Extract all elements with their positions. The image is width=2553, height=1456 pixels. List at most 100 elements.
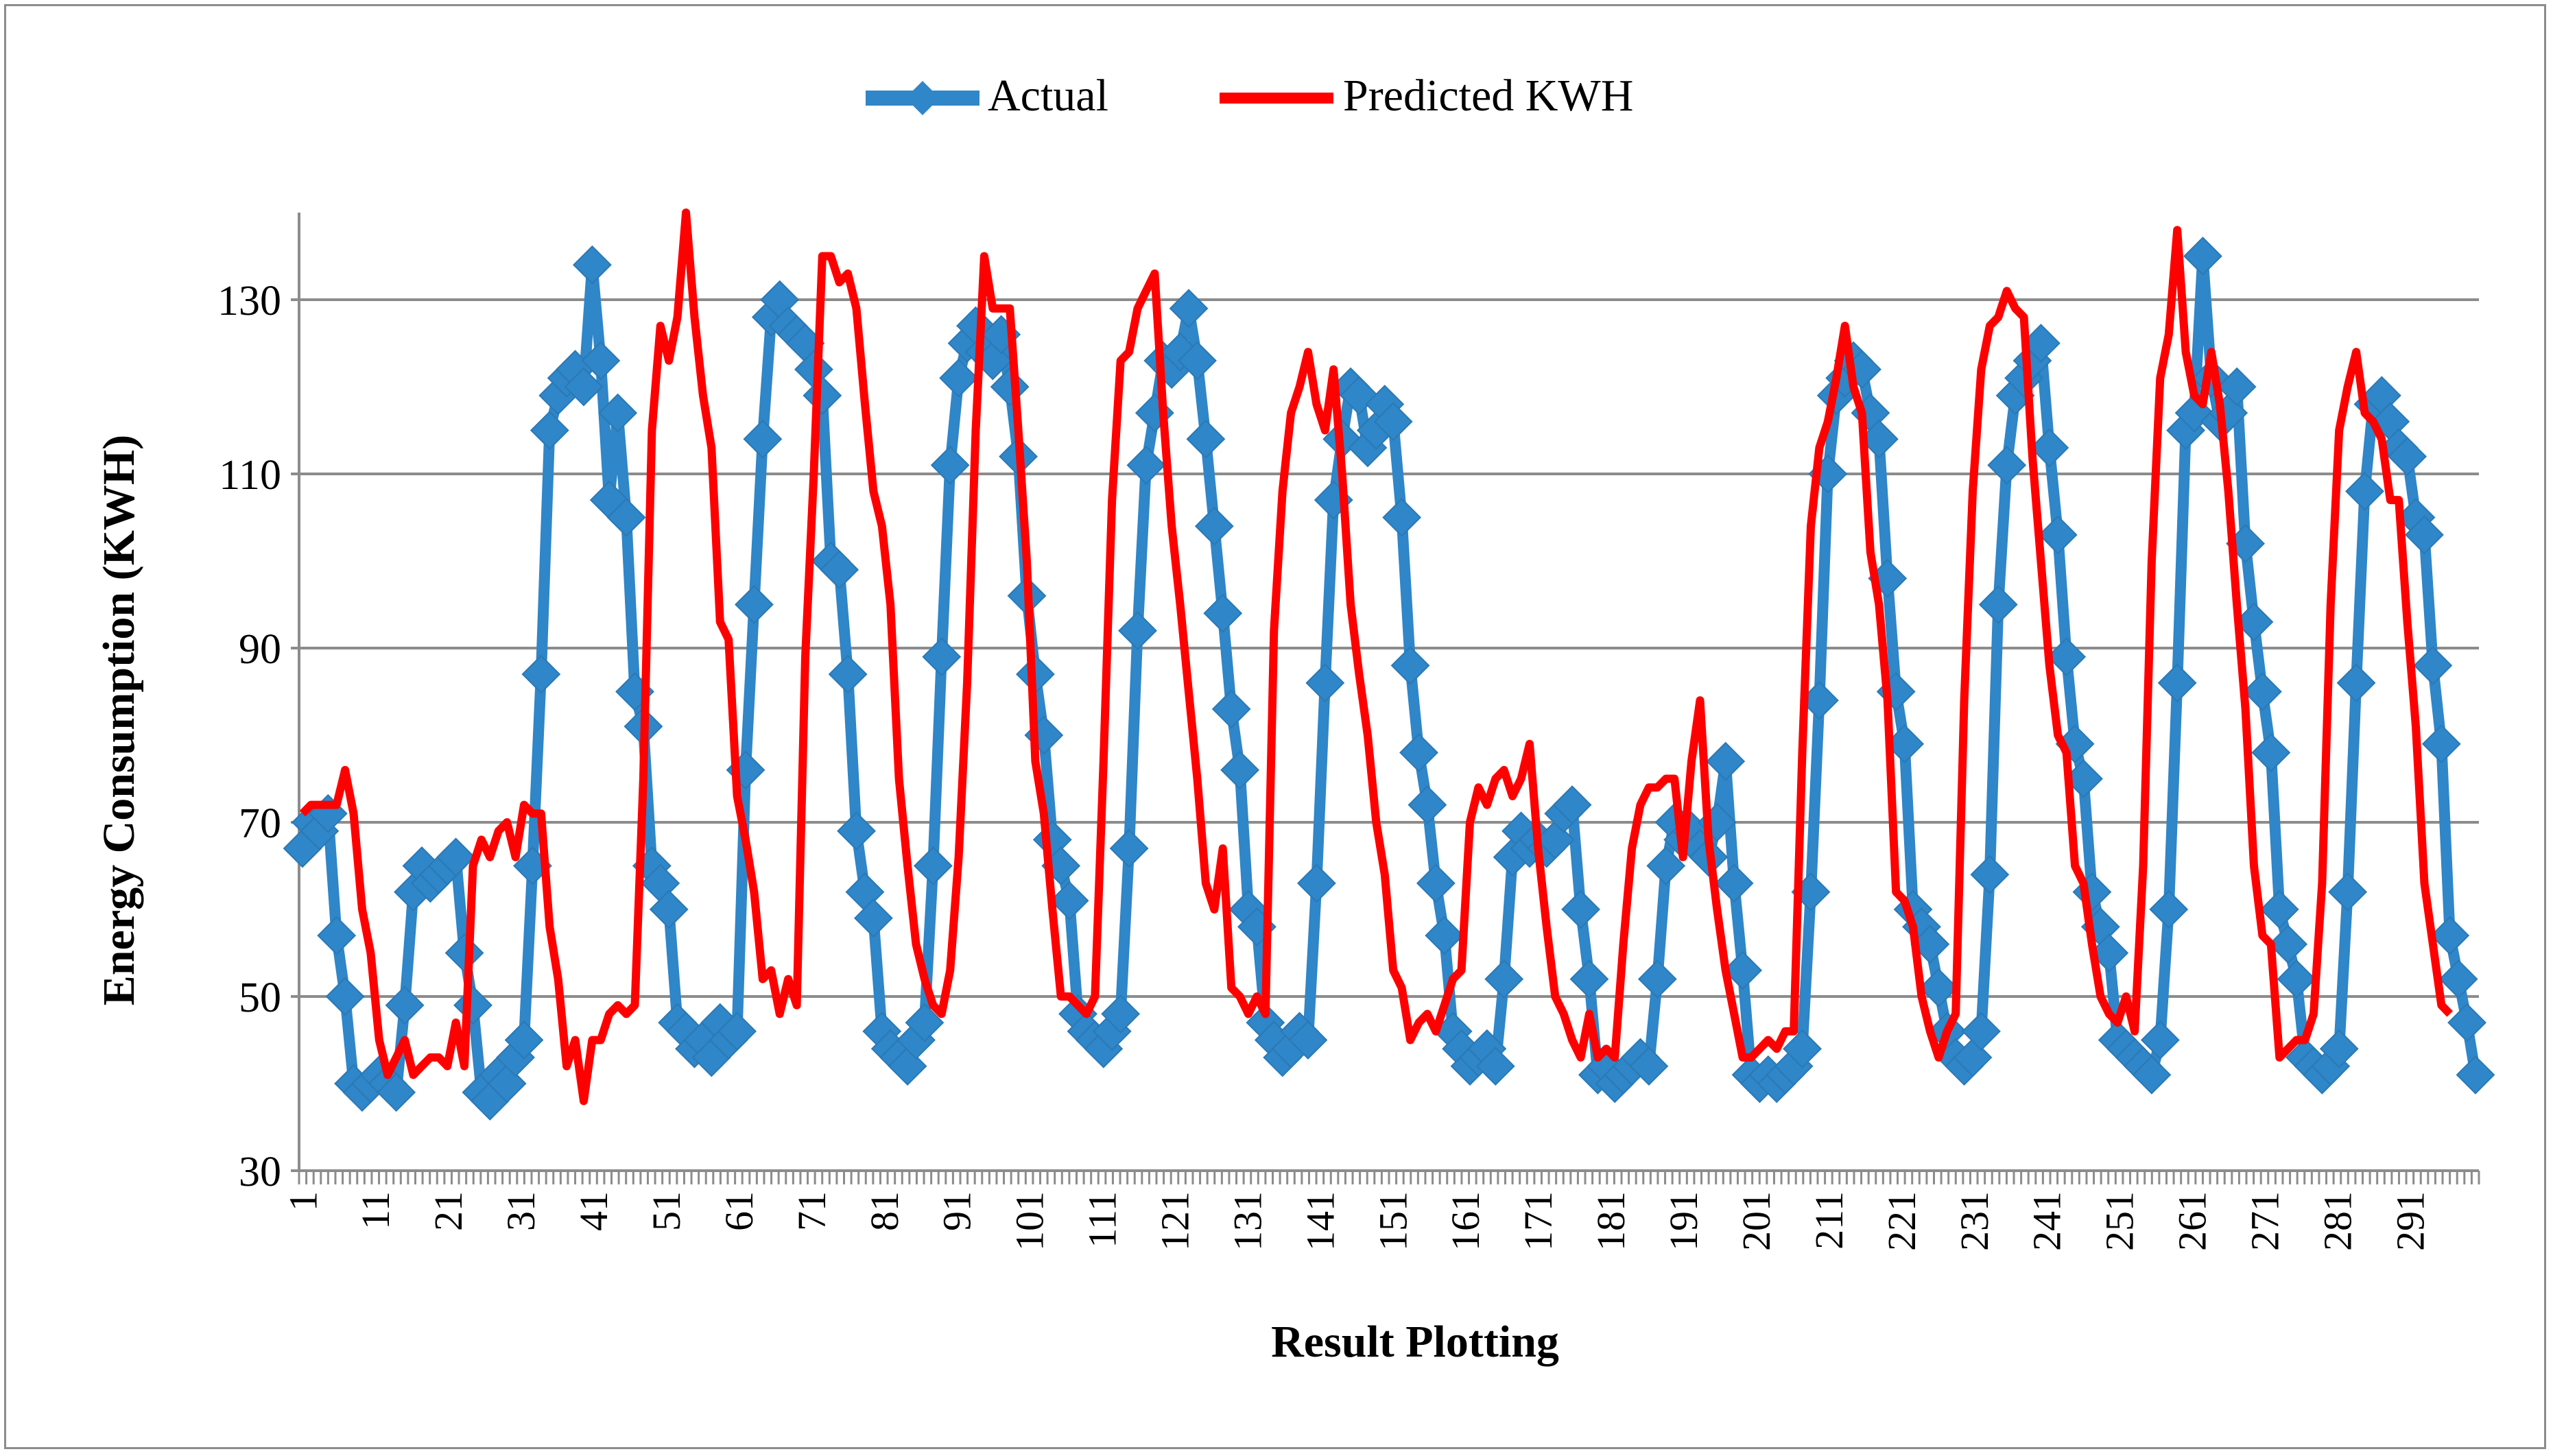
data-point-actual (1629, 1047, 1669, 1086)
data-point-actual (2405, 515, 2444, 555)
data-point-actual (1178, 341, 1217, 381)
x-tick-label: 281 (2315, 1191, 2360, 1251)
data-point-actual (1305, 663, 1345, 703)
data-point-actual (820, 550, 859, 590)
x-tick-label: 31 (499, 1191, 543, 1231)
x-tick-label: 191 (1661, 1191, 1706, 1251)
data-point-actual (2438, 959, 2478, 999)
x-tick-label: 21 (426, 1191, 471, 1231)
data-point-actual (1211, 689, 1251, 729)
y-tick-label: 70 (239, 800, 281, 847)
data-point-actual (2251, 732, 2291, 772)
y-tick-label: 110 (219, 452, 281, 499)
data-point-actual (2217, 367, 2257, 407)
x-tick-label: 121 (1152, 1191, 1197, 1251)
data-point-actual (2259, 890, 2299, 929)
x-tick-label: 131 (1225, 1191, 1270, 1251)
data-point-actual (436, 837, 476, 877)
x-axis-title: Result Plotting (1271, 1317, 1559, 1367)
data-point-actual (1919, 968, 1958, 1007)
data-point-actual (521, 654, 561, 694)
data-point-actual (1296, 863, 1336, 903)
y-tick-label: 90 (239, 626, 281, 673)
data-point-actual (2157, 663, 2197, 703)
data-point-actual (922, 637, 962, 677)
data-point-actual (2388, 437, 2427, 477)
y-tick-label: 50 (239, 975, 281, 1021)
data-point-actual (572, 245, 612, 285)
data-point-actual (939, 358, 979, 398)
data-point-actual (1382, 498, 1422, 537)
legend-item-actual[interactable]: Actual (866, 71, 1108, 121)
x-tick-label: 161 (1443, 1191, 1488, 1251)
data-point-actual (1416, 863, 1456, 903)
data-point-actual (1194, 506, 1234, 546)
data-point-actual (828, 654, 868, 694)
x-tick-label: 151 (1370, 1191, 1415, 1251)
x-tick-label: 91 (935, 1191, 979, 1231)
data-point-actual (1706, 741, 1746, 781)
x-tick-label: 221 (1879, 1191, 1924, 1251)
data-point-actual (2140, 1021, 2180, 1060)
legend-item-predicted[interactable]: Predicted KWH (1220, 71, 1633, 121)
x-tick-label: 211 (1807, 1191, 1851, 1250)
data-point-actual (1646, 846, 1686, 885)
data-point-actual (2047, 637, 2087, 677)
data-point-actual (2345, 471, 2384, 511)
x-tick-label: 81 (862, 1191, 907, 1231)
x-axis: 1 11 21 31 41 51 61 71 81 91 101 111 121 131 141 151 161… (281, 213, 2480, 1251)
data-point-actual (1101, 994, 1141, 1034)
legend-marker-actual (905, 81, 940, 115)
data-point-actual (1203, 593, 1243, 633)
x-tick-label: 71 (789, 1191, 834, 1231)
data-point-actual (913, 846, 953, 885)
data-point-actual (2319, 1029, 2359, 1069)
x-tick-label: 171 (1516, 1191, 1560, 1251)
legend: Actual Predicted KWH (866, 71, 1633, 121)
data-point-actual (2183, 237, 2222, 276)
x-tick-label: 181 (1589, 1191, 1633, 1251)
x-tick-label: 111 (1080, 1191, 1125, 1248)
data-point-actual (1126, 445, 1166, 485)
data-point-actual (1169, 289, 1209, 329)
x-tick-label: 11 (353, 1191, 398, 1230)
data-point-actual (2277, 959, 2316, 999)
data-point-actual (717, 1012, 757, 1051)
data-point-actual (905, 1003, 945, 1042)
data-point-actual (1186, 419, 1226, 459)
data-point-actual (1109, 828, 1149, 868)
x-tick-label: 271 (2242, 1191, 2287, 1251)
data-point-actual (1637, 959, 1677, 999)
data-point-actual (1723, 951, 1762, 990)
x-tick-label: 251 (2098, 1191, 2142, 1251)
data-point-actual (564, 367, 604, 407)
data-point-actual (1408, 785, 1447, 825)
data-point-actual (317, 916, 357, 955)
gridlines (299, 298, 2479, 998)
data-point-actual (606, 498, 646, 537)
data-point-actual (2430, 916, 2470, 955)
data-point-actual (2242, 672, 2282, 711)
data-point-actual (377, 1073, 416, 1112)
series-predicted (299, 208, 2453, 1106)
data-point-actual (325, 977, 365, 1016)
y-tick-label: 130 (217, 278, 281, 324)
legend-label-predicted: Predicted KWH (1343, 71, 1633, 121)
data-point-actual (2421, 724, 2461, 764)
legend-label-actual: Actual (988, 71, 1108, 121)
data-point-actual (2132, 1055, 2172, 1095)
y-axis-title: Energy Consumption (KWH) (94, 435, 144, 1005)
data-point-actual (930, 445, 970, 485)
data-point-actual (385, 986, 425, 1025)
data-point-actual (1535, 820, 1575, 859)
data-point-actual (1970, 855, 2010, 894)
series-line-predicted (299, 208, 2453, 1106)
data-point-actual (1714, 863, 1754, 903)
x-tick-label: 291 (2388, 1191, 2432, 1251)
data-point-actual (2447, 1003, 2486, 1042)
data-point-actual (743, 419, 783, 459)
data-point-actual (1373, 402, 1413, 442)
data-point-actual (1288, 1021, 1328, 1060)
data-point-actual (1561, 890, 1600, 929)
data-point-actual (1118, 611, 1157, 651)
